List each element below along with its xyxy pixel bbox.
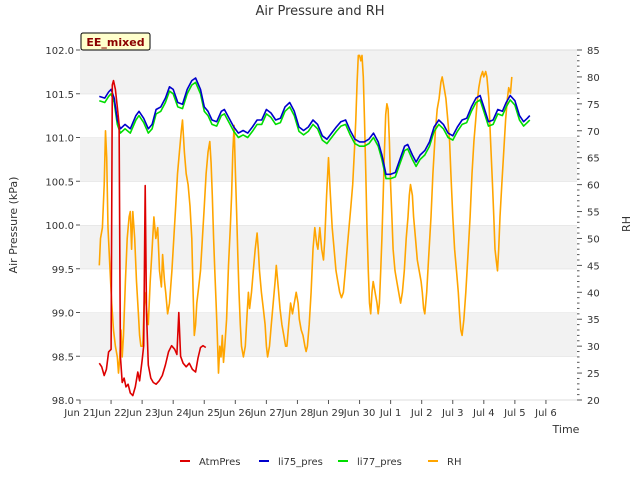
y-tick-label: 98.5: [52, 352, 74, 363]
x-tick-label: Jul 2: [410, 408, 433, 419]
y2-tick-label: 85: [587, 46, 600, 57]
y2-tick-label: 50: [587, 234, 600, 245]
y-tick-label: 102.0: [45, 46, 74, 57]
x-tick-label: Jul 3: [441, 408, 464, 419]
plot-band: [80, 50, 577, 94]
y-tick-label: 99.5: [52, 265, 74, 276]
x-tick-label: Jun 26: [219, 408, 252, 419]
legend-label: li77_pres: [357, 457, 402, 468]
y2-axis-label: RH: [620, 216, 633, 232]
series-line-atmpres: [98, 79, 207, 397]
x-tick-label: Jun 24: [156, 408, 189, 419]
site-badge-box: [80, 32, 151, 51]
y2-tick-label: 55: [587, 208, 600, 219]
legend-label: li75_pres: [278, 457, 323, 468]
plot-band: [80, 93, 577, 138]
y-tick-label: 99.0: [52, 309, 74, 320]
y2-tick-label: 25: [587, 369, 600, 380]
y-axis-label: Air Pressure (kPa): [7, 177, 20, 274]
y2-tick-label: 65: [587, 154, 600, 165]
y2-tick-label: 60: [587, 181, 600, 192]
x-tick-label: Jun 29: [312, 408, 345, 419]
x-tick-label: Jun 23: [125, 408, 158, 419]
x-tick-label: Jun 27: [250, 408, 283, 419]
x-tick-label: Jul 5: [503, 408, 526, 419]
x-tick-label: Jul 4: [472, 408, 495, 419]
site-badge: EE_mixed: [80, 32, 151, 51]
series-line-rh: [98, 54, 513, 374]
y2-tick-label: 35: [587, 315, 600, 326]
plot-band: [80, 356, 577, 400]
x-tick-label: Jul 1: [379, 408, 402, 419]
y2-tick-label: 70: [587, 127, 600, 138]
plot-band: [80, 268, 577, 313]
series-lines: [98, 54, 531, 397]
y2-tick-label: 40: [587, 288, 600, 299]
legend-label: RH: [447, 457, 461, 468]
y-tick-label: 98.0: [52, 396, 74, 407]
y-axis-left: 98.0 98.5 99.0 99.5 100.0 100.5 101.0 101.5 102.…: [45, 46, 80, 407]
x-tick-label: Jun 30: [343, 408, 376, 419]
y-tick-label: 101.0: [45, 134, 74, 145]
chart-title: Air Pressure and RH: [255, 4, 384, 19]
y2-tick-label: 20: [587, 396, 600, 407]
x-tick-label: Jun 28: [281, 408, 314, 419]
series-line-li77-pres: [99, 81, 531, 180]
y-axis-right: 20 25 30 35 40 45 50 55 60 65 70 75 80 85: [577, 46, 600, 407]
x-tick-label: Jun 25: [187, 408, 220, 419]
y2-tick-label: 45: [587, 261, 600, 272]
legend-label: AtmPres: [199, 457, 240, 468]
legend: AtmPres li75_pres li77_pres RH: [180, 457, 461, 468]
y2-tick-label: 30: [587, 342, 600, 353]
x-tick-label: Jun 21: [63, 408, 96, 419]
x-tick-label: Jun 22: [94, 408, 127, 419]
x-tick-label: Jul 6: [534, 408, 557, 419]
x-axis: Jun 21 Jun 22 Jun 23 Jun 24 Jun 25 Jun 26 Jun …: [63, 400, 557, 419]
y-tick-label: 100.5: [45, 177, 74, 188]
series-line-li75-pres: [99, 77, 531, 176]
plot-bands: [80, 49, 577, 401]
y-tick-label: 100.0: [45, 221, 74, 232]
y2-tick-label: 80: [587, 73, 600, 84]
y2-tick-label: 75: [587, 100, 600, 111]
plot-band: [80, 312, 577, 357]
y-tick-label: 101.5: [45, 90, 74, 101]
site-badge-label: EE_mixed: [86, 36, 144, 49]
x-axis-label: Time: [552, 423, 580, 436]
